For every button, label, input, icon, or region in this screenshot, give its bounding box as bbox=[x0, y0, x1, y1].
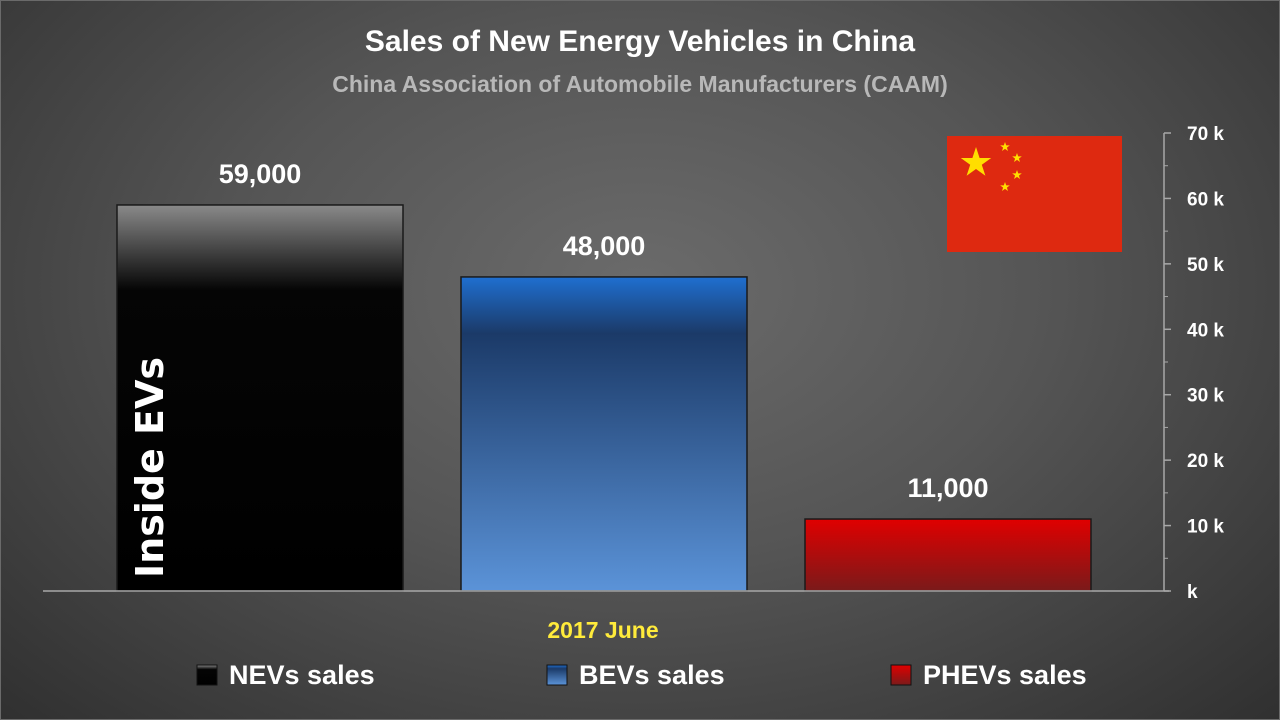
y-axis: k 10 k 20 k 30 k 40 k 50 k 60 k 70 k bbox=[1163, 124, 1224, 603]
data-label: 11,000 bbox=[907, 473, 988, 503]
y-tick-label: 10 k bbox=[1187, 517, 1224, 538]
bar-phevs bbox=[804, 518, 1092, 592]
legend-label: NEVs sales bbox=[229, 660, 375, 690]
y-tick-label: 50 k bbox=[1187, 255, 1224, 276]
watermark-text: Inside EVs bbox=[128, 357, 172, 578]
y-tick-label: 70 k bbox=[1187, 124, 1224, 145]
y-tick-label: 40 k bbox=[1187, 320, 1224, 341]
legend-label: BEVs sales bbox=[579, 660, 725, 690]
y-tick-label: k bbox=[1187, 582, 1198, 603]
flag-big-star bbox=[960, 147, 992, 176]
y-tick-label: 60 k bbox=[1187, 189, 1224, 210]
legend-swatch bbox=[546, 664, 568, 686]
category-label: 2017 June bbox=[547, 617, 658, 643]
bars bbox=[116, 204, 1092, 592]
data-label: 48,000 bbox=[563, 231, 646, 261]
chart-subtitle: China Association of Automobile Manufact… bbox=[332, 71, 948, 97]
legend-swatch bbox=[890, 664, 912, 686]
data-labels: 59,000 48,000 11,000 bbox=[219, 159, 989, 503]
bar-bevs bbox=[460, 276, 748, 592]
legend-label: PHEVs sales bbox=[923, 660, 1087, 690]
chart-title: Sales of New Energy Vehicles in China bbox=[364, 25, 916, 58]
legend: NEVs sales BEVs sales PHEVs sales bbox=[196, 660, 1087, 690]
china-flag-icon bbox=[947, 136, 1122, 252]
y-tick-label: 30 k bbox=[1187, 386, 1224, 407]
data-label: 59,000 bbox=[219, 159, 302, 189]
bar-nevs bbox=[116, 204, 404, 592]
y-tick-label: 20 k bbox=[1187, 451, 1224, 472]
legend-swatch bbox=[196, 664, 218, 686]
